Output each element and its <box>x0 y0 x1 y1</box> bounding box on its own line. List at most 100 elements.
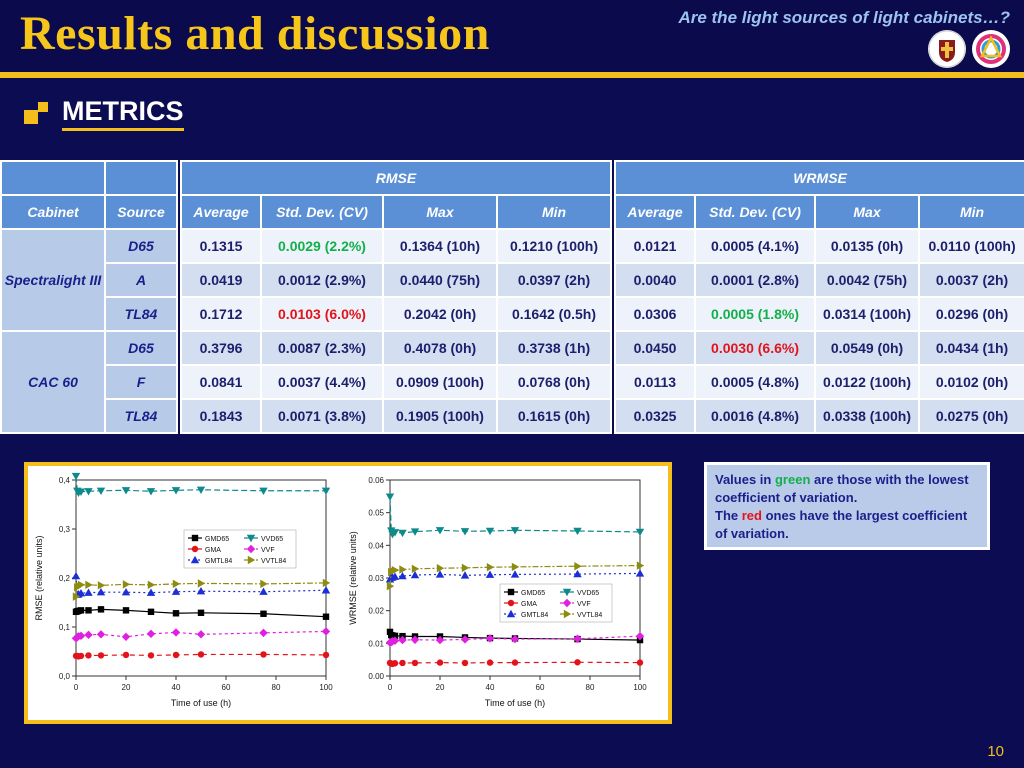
rmse-stddev-cell: 0.0103 (6.0%) <box>260 296 384 332</box>
rmse-min-cell: 0.3738 (1h) <box>495 330 613 366</box>
wrmse-stddev-cell: 0.0016 (4.8%) <box>694 398 817 434</box>
rmse-average-cell: 0.1712 <box>180 296 262 332</box>
chart1-point-s2 <box>636 659 644 666</box>
column-header: Average <box>614 194 697 230</box>
chart0-point-s5 <box>77 580 86 590</box>
chart0-point-s0 <box>197 609 205 616</box>
chart1-point-s1 <box>510 527 520 535</box>
chart0-frame <box>75 479 327 677</box>
wrmse-min-cell: 0.0102 (0h) <box>918 364 1024 400</box>
group-header-wrmse: WRMSE <box>614 160 1024 196</box>
column-header-row: Cabinet Source Average Std. Dev. (CV) Ma… <box>0 194 1024 230</box>
table-row: F 0.0841 0.0037 (4.4%) 0.0909 (100h) 0.0… <box>1 364 1024 400</box>
chart1-point-s5 <box>386 581 395 591</box>
chart1-point-s1 <box>562 588 572 597</box>
chart0-point-s1 <box>121 487 131 495</box>
chart0-point-s1 <box>196 486 206 494</box>
wrmse-max-cell: 0.0122 (100h) <box>814 364 921 400</box>
chart1-point-s5 <box>399 565 407 574</box>
wrmse-stddev-cell: 0.0030 (6.6%) <box>694 330 817 366</box>
chart1-point-s5 <box>486 563 495 572</box>
cabinet-cell: CAC 60 <box>0 330 106 434</box>
source-cell: A <box>104 262 178 298</box>
rmse-min-cell: 0.1210 (100h) <box>495 228 613 264</box>
chart1-point-s3 <box>510 634 520 644</box>
wrmse-min-cell: 0.0275 (0h) <box>918 398 1024 434</box>
rmse-stddev-cell: 0.0029 (2.2%) <box>260 228 384 264</box>
column-header: Cabinet <box>0 194 106 230</box>
rmse-max-cell: 0.2042 (0h) <box>382 296 498 332</box>
section-label: METRICS <box>62 96 184 131</box>
chart0-point-s2 <box>172 651 180 659</box>
chart1-point-s4 <box>460 571 470 579</box>
chart1-legend-label-5: VVTL84 <box>577 612 602 619</box>
chart1-legend-label-0: GMD65 <box>521 590 545 597</box>
chart1-legend-label-2: GMA <box>521 601 537 608</box>
chart1-point-s2 <box>486 659 494 666</box>
rmse-max-cell: 0.4078 (0h) <box>382 330 498 366</box>
chart0-point-s3 <box>259 628 268 638</box>
chart0-x-tick-label: 80 <box>272 683 281 692</box>
wrmse-stddev-cell: 0.0005 (4.8%) <box>694 364 817 400</box>
chart0-point-s3 <box>146 629 156 639</box>
chart0-point-s0 <box>147 608 155 616</box>
chart1-point-s2 <box>436 659 444 666</box>
chart1-point-s4 <box>485 570 495 578</box>
chart1-point-s1 <box>390 529 400 537</box>
chart0-legend-label-1: VVD65 <box>261 536 283 543</box>
chart1-point-s1 <box>635 528 645 537</box>
wrmse-stddev-cell: 0.0005 (1.8%) <box>694 296 817 332</box>
chart0-point-s3 <box>196 630 206 639</box>
chart0-series-line-4 <box>75 575 327 596</box>
wrmse-max-cell: 0.0135 (0h) <box>814 228 921 264</box>
chart1-point-s4 <box>398 571 407 580</box>
chart0-x-tick-label: 40 <box>172 683 181 692</box>
chart0-legend-label-3: VVF <box>261 547 275 554</box>
rmse-min-cell: 0.1615 (0h) <box>495 398 613 434</box>
slide-subtitle: Are the light sources of light cabinets…… <box>678 8 1010 27</box>
chart0-series-line-5 <box>75 582 327 597</box>
chart0-y-axis-label: RMSE (relative units) <box>34 535 44 620</box>
source-cell: F <box>104 364 178 400</box>
chart0-x-tick-label: 100 <box>319 683 333 692</box>
rmse-stddev-cell: 0.0071 (3.8%) <box>260 398 384 434</box>
chart0-y-tick-label: 0,2 <box>59 574 71 583</box>
note-red-word: red <box>741 508 762 523</box>
chart0-point-s1 <box>71 472 81 481</box>
chart1-y-tick-label: 0.03 <box>368 574 384 583</box>
chart0-point-s1 <box>84 488 93 496</box>
chart1-point-s2 <box>574 659 581 666</box>
chart0-point-s1 <box>96 487 106 495</box>
chart1-x-axis-label: Time of use (h) <box>485 698 545 708</box>
chart1-point-s1 <box>485 527 495 536</box>
table-row: TL84 0.1843 0.0071 (3.8%) 0.1905 (100h) … <box>1 398 1024 434</box>
wrmse-min-cell: 0.0037 (2h) <box>918 262 1024 298</box>
chart0-point-s5 <box>85 580 93 590</box>
chart1-point-s5 <box>563 609 572 619</box>
chart0-point-s2 <box>260 651 267 658</box>
chart1-point-s5 <box>636 561 645 570</box>
chart0-point-s2 <box>85 652 92 659</box>
chart0-y-tick-label: 0,3 <box>59 525 71 534</box>
chart0-legend-box <box>183 529 297 569</box>
chart1-point-s3 <box>562 598 572 608</box>
chart0-point-s4 <box>121 588 131 596</box>
chart0-point-s5 <box>122 580 131 589</box>
chart0-point-s1 <box>76 488 86 496</box>
chart1-point-s5 <box>411 564 420 574</box>
column-header: Min <box>495 194 613 230</box>
chart1-x-tick-label: 80 <box>586 683 595 692</box>
chart1-point-s1 <box>573 527 582 536</box>
chart1-point-s1 <box>385 493 395 501</box>
chart1-point-s4 <box>435 570 445 578</box>
chart1-legend-label-3: VVF <box>577 601 591 608</box>
rmse-max-cell: 0.0440 (75h) <box>382 262 498 298</box>
chart1-y-tick-label: 0.01 <box>368 639 384 648</box>
cabinet-cell: Spectralight III <box>0 228 106 332</box>
chart0-point-s1 <box>246 534 256 543</box>
chart1-legend-label-4: GMTL84 <box>521 612 548 619</box>
chart0-point-s5 <box>72 592 81 601</box>
chart1-point-s1 <box>435 527 445 535</box>
chart1-point-s4 <box>390 572 400 580</box>
rmse-average-cell: 0.1843 <box>180 398 262 434</box>
